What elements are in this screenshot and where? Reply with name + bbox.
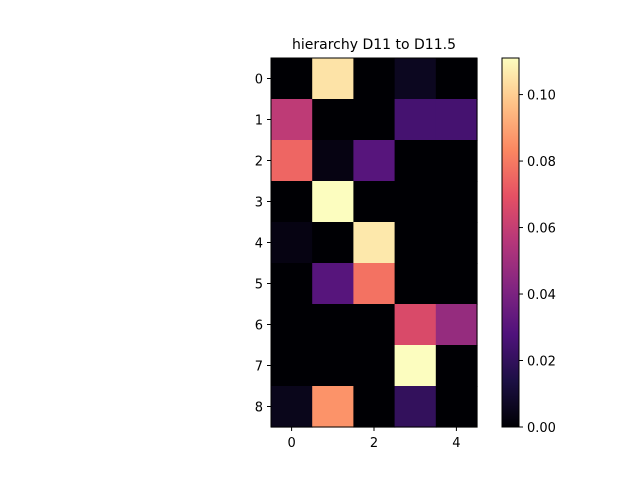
heatmap-cell-r3-c4 bbox=[435, 181, 478, 223]
heatmap-axes: 0 1 2 3 4 5 6 7 8 0 2 4 bbox=[255, 57, 478, 451]
heatmap-cell-r0-c4 bbox=[435, 58, 478, 100]
heatmap-cell-r2-c4 bbox=[435, 140, 478, 182]
y-tick-label: 7 bbox=[255, 360, 263, 375]
heatmap-cell-r6-c4 bbox=[435, 304, 478, 346]
colorbar-tick-label: 0.00 bbox=[527, 421, 556, 436]
heatmap-cell-r7-c4 bbox=[435, 345, 478, 387]
heatmap-cell-r5-c2 bbox=[353, 263, 396, 305]
colorbar-frame bbox=[501, 57, 520, 428]
heatmap-cell-r0-c0 bbox=[271, 58, 313, 100]
y-tick-label: 3 bbox=[255, 196, 263, 211]
chart-title: hierarchy D11 to D11.5 bbox=[292, 37, 456, 53]
heatmap-cell-r6-c2 bbox=[353, 304, 396, 346]
heatmap-cell-r4-c4 bbox=[435, 222, 478, 264]
heatmap-cell-r2-c1 bbox=[312, 140, 354, 182]
colorbar-tick-label: 0.02 bbox=[527, 355, 556, 370]
heatmap-cell-r4-c1 bbox=[312, 222, 354, 264]
y-tick-label: 0 bbox=[255, 73, 263, 88]
heatmap-cell-r8-c2 bbox=[353, 386, 396, 428]
y-tick-label: 5 bbox=[255, 278, 263, 293]
heatmap-cell-r2-c3 bbox=[394, 140, 437, 182]
heatmap-cell-r5-c1 bbox=[312, 263, 354, 305]
x-tick-label: 2 bbox=[370, 436, 378, 451]
heatmap-cell-r2-c0 bbox=[271, 140, 313, 182]
heatmap-cell-r0-c1 bbox=[312, 58, 354, 100]
heatmap-cell-r1-c4 bbox=[435, 99, 478, 141]
heatmap-cell-r7-c2 bbox=[353, 345, 396, 387]
y-tick-label: 6 bbox=[255, 319, 263, 334]
heatmap-cell-r1-c1 bbox=[312, 99, 354, 141]
colorbar-gradient bbox=[502, 58, 519, 427]
heatmap-cell-r0-c3 bbox=[394, 58, 437, 100]
heatmap-cell-r5-c0 bbox=[271, 263, 313, 305]
colorbar: 0.00 0.02 0.04 0.06 0.08 0.10 bbox=[501, 57, 556, 436]
colorbar-tick-label: 0.06 bbox=[527, 222, 556, 237]
heatmap-cell-r2-c2 bbox=[353, 140, 396, 182]
y-tick-label: 2 bbox=[255, 155, 263, 170]
heatmap-cell-r3-c2 bbox=[353, 181, 396, 223]
heatmap-cell-r0-c2 bbox=[353, 58, 396, 100]
heatmap-cell-r3-c0 bbox=[271, 181, 313, 223]
heatmap-cell-r8-c3 bbox=[394, 386, 437, 428]
heatmap-cell-r5-c4 bbox=[435, 263, 478, 305]
heatmap-cell-r8-c1 bbox=[312, 386, 354, 428]
heatmap-cell-r1-c2 bbox=[353, 99, 396, 141]
heatmap-cell-r1-c0 bbox=[271, 99, 313, 141]
colorbar-tick-label: 0.08 bbox=[527, 155, 556, 170]
heatmap-cell-r8-c0 bbox=[271, 386, 313, 428]
heatmap-cell-r7-c0 bbox=[271, 345, 313, 387]
heatmap-cell-r4-c3 bbox=[394, 222, 437, 264]
heatmap-cells bbox=[271, 58, 478, 428]
heatmap-cell-r4-c2 bbox=[353, 222, 396, 264]
heatmap-cell-r7-c1 bbox=[312, 345, 354, 387]
heatmap-cell-r8-c4 bbox=[435, 386, 478, 428]
y-tick-label: 8 bbox=[255, 401, 263, 416]
heatmap-cell-r6-c0 bbox=[271, 304, 313, 346]
heatmap-cell-r6-c3 bbox=[394, 304, 437, 346]
x-tick-label: 4 bbox=[452, 436, 460, 451]
heatmap-cell-r4-c0 bbox=[271, 222, 313, 264]
heatmap-cell-r5-c3 bbox=[394, 263, 437, 305]
heatmap-cell-r3-c1 bbox=[312, 181, 354, 223]
heatmap-cell-r7-c3 bbox=[394, 345, 437, 387]
colorbar-tick-label: 0.10 bbox=[527, 89, 556, 104]
y-tick-label: 1 bbox=[255, 114, 263, 129]
colorbar-tick-label: 0.04 bbox=[527, 288, 556, 303]
heatmap-cell-r1-c3 bbox=[394, 99, 437, 141]
heatmap-cell-r3-c3 bbox=[394, 181, 437, 223]
heatmap-cell-r6-c1 bbox=[312, 304, 354, 346]
y-tick-label: 4 bbox=[255, 237, 263, 252]
x-tick-label: 0 bbox=[287, 436, 295, 451]
